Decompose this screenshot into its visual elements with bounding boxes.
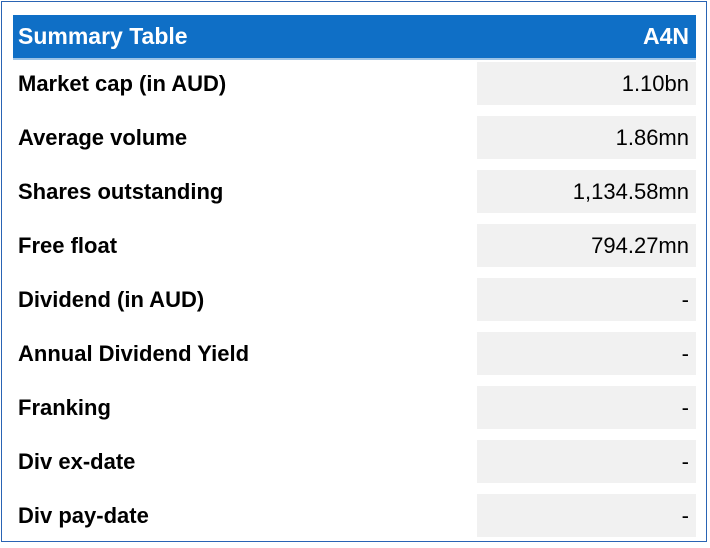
row-value: 794.27mn (477, 224, 696, 267)
row-value: 1.10bn (477, 62, 696, 105)
row-label: Div pay-date (18, 503, 149, 528)
row-label: Franking (18, 395, 111, 420)
table-row-dividend: Dividend (in AUD) - (13, 278, 696, 321)
row-value: - (477, 440, 696, 483)
table-row-annual-dividend-yield: Annual Dividend Yield - (13, 332, 696, 375)
row-label: Dividend (in AUD) (18, 287, 205, 312)
table-body: Market cap (in AUD) 1.10bn Average volum… (13, 62, 696, 548)
row-value: - (477, 386, 696, 429)
table-row-average-volume: Average volume 1.86mn (13, 116, 696, 159)
table-row-shares-outstanding: Shares outstanding 1,134.58mn (13, 170, 696, 213)
row-label: Average volume (18, 125, 188, 150)
table-title: Summary Table (18, 23, 188, 49)
header-divider (13, 58, 696, 60)
row-label: Div ex-date (18, 449, 136, 474)
row-value: 1.86mn (477, 116, 696, 159)
ticker-code: A4N (642, 23, 689, 49)
table-row-franking: Franking - (13, 386, 696, 429)
table-row-div-ex-date: Div ex-date - (13, 440, 696, 483)
row-label: Free float (18, 233, 118, 258)
table-header: Summary Table A4N (13, 15, 696, 58)
row-label: Market cap (in AUD) (18, 71, 227, 96)
row-value: - (477, 332, 696, 375)
table-row-free-float: Free float 794.27mn (13, 224, 696, 267)
row-value: - (477, 278, 696, 321)
table-row-market-cap: Market cap (in AUD) 1.10bn (13, 62, 696, 105)
row-label: Annual Dividend Yield (18, 341, 250, 366)
table-row-div-pay-date: Div pay-date - (13, 494, 696, 537)
row-label: Shares outstanding (18, 179, 224, 204)
row-value: - (477, 494, 696, 537)
row-value: 1,134.58mn (477, 170, 696, 213)
